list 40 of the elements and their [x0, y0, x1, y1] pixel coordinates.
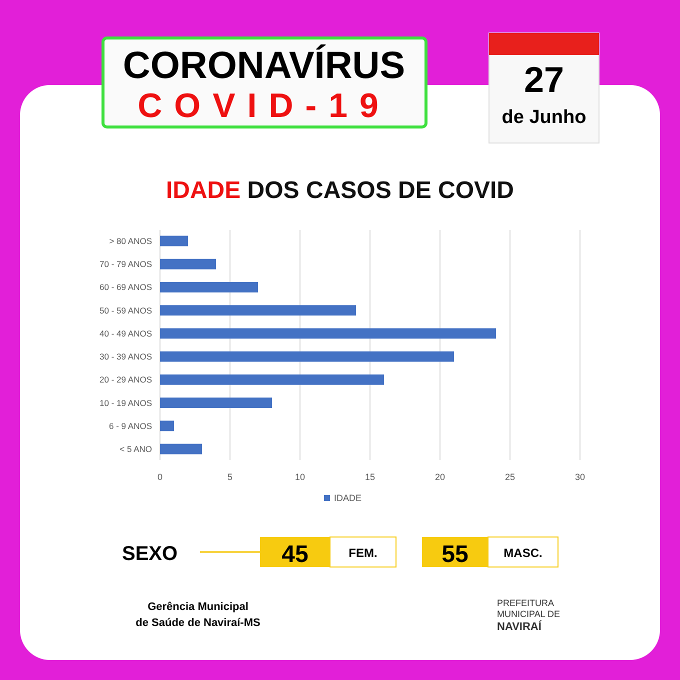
text: CORONAVÍRUS: [122, 44, 406, 87]
y-tick-label: 6 - 9 ANOS: [109, 420, 152, 431]
y-tick-label: 50 - 59 ANOS: [100, 305, 152, 316]
text: FEM.: [348, 546, 378, 560]
y-tick-label: > 80 ANOS: [109, 236, 152, 246]
bar: [160, 374, 384, 385]
text: 55: [442, 541, 468, 568]
text: Gerência Municipal de Saúde de Naviraí-MS: [136, 601, 260, 629]
y-tick-label: 20 - 29 ANOS: [100, 374, 152, 385]
bar: [160, 305, 356, 316]
text: COVID-19: [138, 87, 390, 125]
text: SEXO: [122, 543, 178, 565]
bar: [160, 282, 258, 292]
bar: [160, 258, 216, 270]
bar: [160, 236, 188, 246]
y-tick-label: 70 - 79 ANOS: [100, 259, 152, 270]
text: de Junho: [502, 107, 586, 128]
text: MASC.: [504, 546, 542, 560]
y-tick-label: 60 - 69 ANOS: [100, 282, 152, 292]
text: 27: [524, 59, 564, 100]
y-tick-label: 40 - 49 ANOS: [100, 328, 152, 338]
x-tick-label: 0: [157, 472, 163, 482]
text: PREFEITURA MUNICIPAL DE NAVIRAÍ: [497, 598, 560, 633]
bar: [160, 328, 496, 339]
x-tick-label: 10: [294, 472, 306, 482]
x-tick-label: 20: [434, 472, 446, 482]
y-tick-label: 30 - 39 ANOS: [100, 352, 152, 362]
x-tick-label: 15: [364, 472, 376, 482]
chart-title: IDADE DOS CASOS DE COVID: [166, 177, 514, 204]
bar: [160, 351, 454, 362]
legend-label: IDADE: [334, 493, 362, 503]
bar: [160, 444, 202, 454]
x-tick-label: 30: [574, 472, 586, 482]
x-tick-label: 25: [504, 472, 516, 482]
text: 45: [282, 541, 308, 568]
y-tick-label: < 5 ANO: [120, 444, 152, 454]
x-tick-label: 5: [227, 472, 233, 482]
y-tick-label: 10 - 19 ANOS: [100, 398, 152, 408]
bar: [160, 398, 272, 408]
bar: [160, 420, 174, 432]
